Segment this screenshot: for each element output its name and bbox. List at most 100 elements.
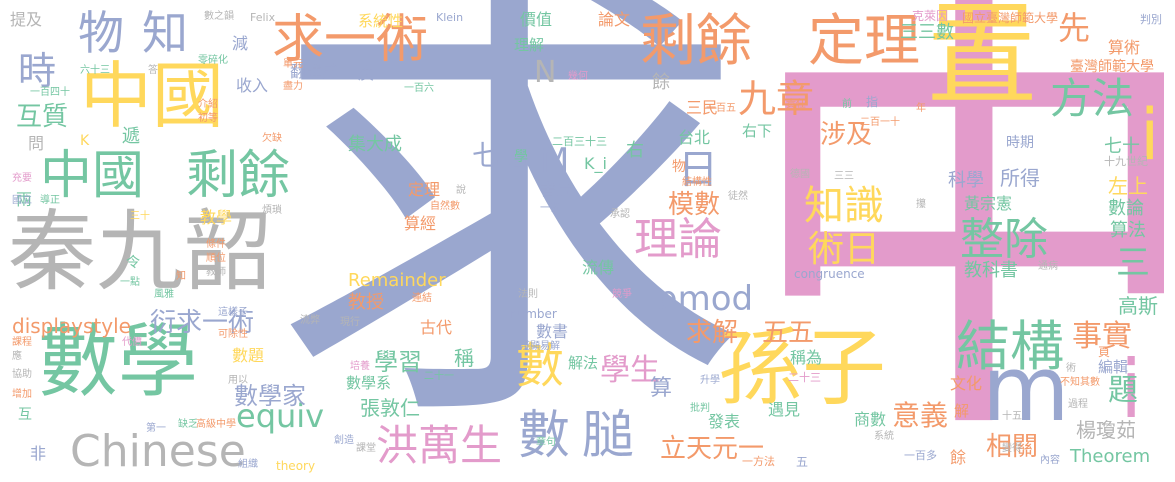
word-hu: 互 — [18, 407, 32, 423]
word-daijia: 代價 — [122, 337, 142, 348]
word-xitongxing: 系統性 — [358, 12, 404, 30]
word-sanmin: 三民 — [686, 98, 719, 117]
word-displaystyle: displaystyle — [12, 314, 131, 338]
word-zhangju: 章句 — [536, 437, 556, 448]
word-sansanshu: 三三數 — [900, 22, 954, 43]
word-xiezhu: 協助 — [12, 369, 32, 380]
word-shushu: 數書 — [536, 322, 569, 341]
word-shengyu-green: 剩餘 — [186, 146, 291, 206]
word-taibei: 台北 — [678, 128, 711, 147]
word-yifangfa: 一方法 — [742, 455, 775, 468]
word-yu-orange: 餘 — [950, 448, 967, 467]
word-shuxuexi: 數學系 — [346, 374, 392, 392]
word-shu-blue: 數 — [518, 406, 571, 466]
word-suode: 所得 — [1000, 166, 1040, 190]
word-gaosi: 高斯 — [1118, 294, 1158, 318]
word-quefa: 缺乏 — [178, 419, 198, 430]
word-yibailiu: 一百六 — [404, 83, 434, 94]
word-buzhiqishu: 不知其數 — [1060, 377, 1100, 388]
word-erbaisanshisan: 二百三十三 — [552, 135, 607, 148]
word-san: 三 — [1116, 243, 1150, 283]
word-suanfa: 算法 — [1110, 220, 1146, 241]
word-biande: 變得 — [1002, 443, 1022, 454]
word-i-yellow: i — [1140, 94, 1160, 176]
word-shijiushiji: 十九世紀 — [1104, 155, 1148, 168]
word-zhi-point: 指 — [866, 95, 879, 109]
word-zuzhi: 組織 — [238, 459, 258, 470]
word-da: 答 — [148, 65, 158, 76]
word-xian: 先 — [1058, 9, 1091, 47]
word-yu-grey: 餘 — [652, 72, 670, 93]
word-yibaisishi: 一百四十 — [30, 87, 70, 98]
word-jie: 解 — [954, 402, 970, 420]
word-qianxianyijie: 淺顯易解 — [520, 341, 560, 352]
word-m: m — [982, 337, 1070, 442]
word-lingsuihua: 零碎化 — [198, 55, 228, 66]
word-qiu: 求 — [270, 0, 750, 481]
word-xitong: 系統 — [874, 431, 894, 442]
word-xianxing: 現行 — [340, 317, 360, 328]
word-zeren: 責任 — [786, 99, 806, 110]
word-turan: 徒然 — [728, 191, 748, 202]
word-yiyi: 意義 — [892, 399, 949, 432]
word-suanshu: 算術 — [1108, 38, 1141, 57]
word-yujian: 遇見 — [768, 400, 801, 419]
word-dingli: 定理 — [808, 9, 920, 74]
word-chinese: Chinese — [70, 426, 246, 477]
word-cheng: 稱 — [454, 346, 474, 370]
word-qiujie: 求解 — [686, 318, 739, 348]
word-number: number — [510, 307, 557, 321]
word-faze: 法則 — [518, 289, 538, 300]
word-sansan: 三三 — [834, 171, 854, 182]
word-liuchuan: 流傳 — [582, 258, 615, 277]
word-zhi-small: 知 — [176, 271, 186, 282]
word-lianjie: 連結 — [412, 293, 432, 304]
word-fabiao: 發表 — [708, 412, 741, 431]
word-qianque: 欠缺 — [262, 133, 282, 144]
word-M: M — [540, 141, 570, 181]
word-shuju: 書局 — [540, 180, 573, 199]
word-chongyao: 充要 — [12, 173, 32, 184]
word-lunwen: 論文 — [598, 10, 631, 29]
word-xue: 學 — [514, 149, 528, 165]
word-ki: K_i — [584, 154, 607, 173]
word-ling: 令 — [126, 255, 140, 271]
word-yibaiduo: 一百多 — [904, 449, 937, 462]
word-fansuo: 煩瑣 — [262, 205, 282, 216]
word-diyi: 第一 — [146, 423, 166, 434]
word-qian: 前 — [842, 99, 852, 110]
word-wen: 問 — [28, 134, 45, 153]
word-litianyuanyi: 立天元一 — [660, 434, 765, 464]
word-jiuzhang: 九章 — [738, 77, 815, 121]
word-guang: 廣 — [358, 64, 375, 83]
word-k: K — [80, 133, 90, 149]
word-jieshao: 介紹 — [198, 99, 218, 110]
word-zhishi: 知識 — [804, 183, 884, 229]
word-lijie: 理解 — [514, 36, 545, 54]
word-shuzhiyun: 數之韻 — [204, 11, 234, 22]
word-shi: 時 — [18, 49, 57, 93]
word-huangzongxian: 黃宗憲 — [964, 194, 1013, 213]
word-ershiyi: 二十一 — [424, 371, 454, 382]
word-kexue: 科學 — [948, 170, 984, 191]
word-zhongguo-green: 中國 — [40, 146, 145, 206]
word-you: 右 — [626, 140, 644, 161]
word-jiaoxue: 教學 — [200, 208, 233, 227]
word-klein: Klein — [436, 11, 464, 24]
word-nian: 年 — [916, 103, 926, 114]
word-shiqi: 時期 — [1006, 135, 1034, 151]
word-ziranshu: 自然數 — [430, 201, 460, 212]
word-guolitaiwanshida: 國立臺灣師範大學 — [962, 11, 1059, 25]
word-remainder: Remainder — [348, 270, 446, 291]
word-guoli: 國立 — [12, 195, 32, 206]
word-suanjing: 算經 — [404, 214, 437, 233]
word-zhi-know: 知 — [142, 6, 188, 60]
word-gaojizhongxue: 高級中學 — [196, 419, 236, 430]
word-zhengchu: 整除 — [960, 214, 1048, 265]
word-bianji: 編輯 — [1098, 358, 1129, 376]
word-ershisan: 二十三 — [788, 371, 821, 384]
word-chudeng: 初等 — [198, 113, 218, 124]
word-jinli: 盡力 — [283, 81, 303, 92]
word-jiegouxing: 結構性 — [682, 177, 712, 188]
word-congruence: congruence — [794, 267, 865, 281]
